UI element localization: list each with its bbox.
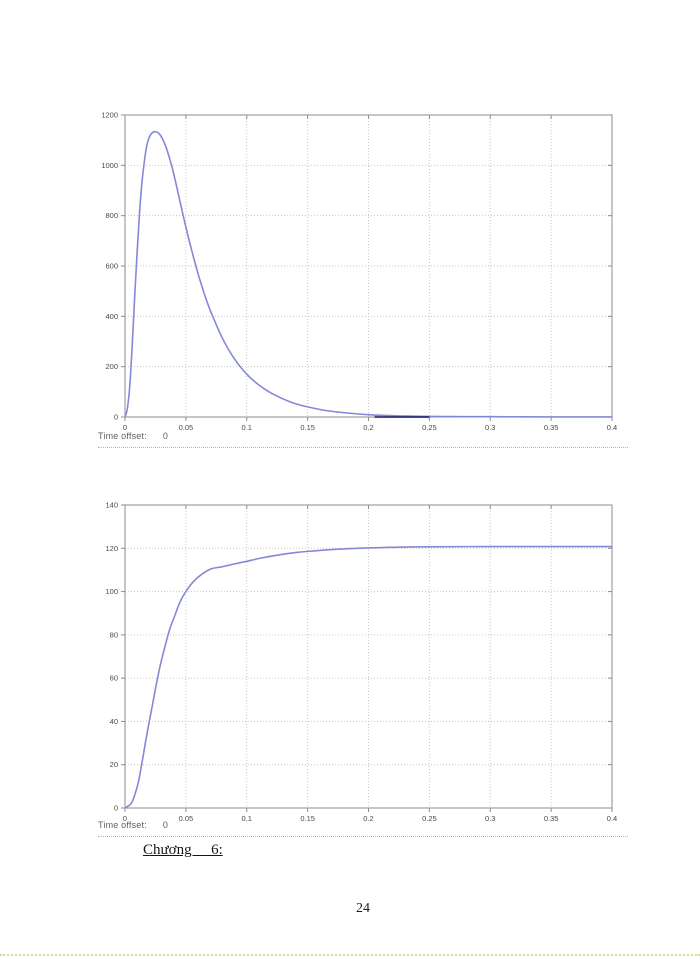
scope-2-time-offset: Time offset: 0 [98, 820, 168, 830]
signal-curve [124, 130, 613, 418]
y-tick-label: 200 [105, 362, 118, 371]
x-tick-label: 0.35 [544, 423, 559, 432]
x-tick-label: 0.3 [485, 423, 495, 432]
x-tick-label: 0.2 [363, 423, 373, 432]
y-tick-label: 20 [110, 760, 118, 769]
y-tick-label: 1000 [101, 161, 118, 170]
scope-2-plot-svg: 0 0.05 0.1 0.15 0.2 0.25 0.3 0.35 0.4 0 20 40 60 80 10… [105, 501, 617, 824]
y-tick-label: 80 [110, 630, 118, 639]
y-tick-label: 120 [105, 544, 118, 553]
page-bottom-rule [0, 954, 700, 956]
x-tick-label: 0.4 [607, 814, 617, 823]
scope-chart-1: 0 0.05 0.1 0.15 0.2 0.25 0.3 0.35 0.4 0 200 400 600 8… [90, 100, 630, 435]
chapter-caption: Chương 6: [143, 842, 223, 858]
x-tick-label: 0.25 [422, 814, 437, 823]
y-tick-label: 800 [105, 211, 118, 220]
x-tick-label: 0.25 [422, 423, 437, 432]
signal-curve [124, 545, 613, 809]
x-tick-label: 0.15 [300, 423, 315, 432]
y-tick-label: 1200 [101, 111, 118, 120]
x-tick-label: 0.3 [485, 814, 495, 823]
x-tick-label: 0 [123, 423, 127, 432]
x-tick-label: 0.05 [179, 814, 194, 823]
scope-1-bottom-rule [98, 447, 628, 448]
y-tick-label: 0 [114, 804, 118, 813]
x-tick-label: 0.05 [179, 423, 194, 432]
x-tick-label: 0.4 [607, 423, 617, 432]
y-tick-label: 0 [114, 413, 118, 422]
time-offset-label: Time offset: [98, 431, 147, 441]
x-tick-label: 0.1 [242, 423, 252, 432]
scope-1-plot-svg: 0 0.05 0.1 0.15 0.2 0.25 0.3 0.35 0.4 0 200 400 600 8… [101, 111, 617, 433]
y-tick-label: 60 [110, 674, 118, 683]
x-tick-label: 0.15 [300, 814, 315, 823]
x-tick-label: 0.2 [363, 814, 373, 823]
scope-1-time-offset: Time offset: 0 [98, 431, 168, 441]
y-tick-label: 100 [105, 587, 118, 596]
y-tick-label: 140 [105, 501, 118, 510]
y-tick-label: 600 [105, 262, 118, 271]
scope-2-bottom-rule [98, 836, 628, 837]
time-offset-value: 0 [162, 820, 169, 830]
time-offset-label: Time offset: [98, 820, 147, 830]
page-number: 24 [356, 901, 370, 916]
scope-chart-2: 0 0.05 0.1 0.15 0.2 0.25 0.3 0.35 0.4 0 20 40 60 80 10… [90, 490, 630, 826]
x-tick-label: 0.1 [242, 814, 252, 823]
x-tick-label: 0.35 [544, 814, 559, 823]
y-tick-label: 400 [105, 312, 118, 321]
time-offset-value: 0 [162, 431, 169, 441]
x-tick-label: 0 [123, 814, 127, 823]
y-tick-label: 40 [110, 717, 118, 726]
